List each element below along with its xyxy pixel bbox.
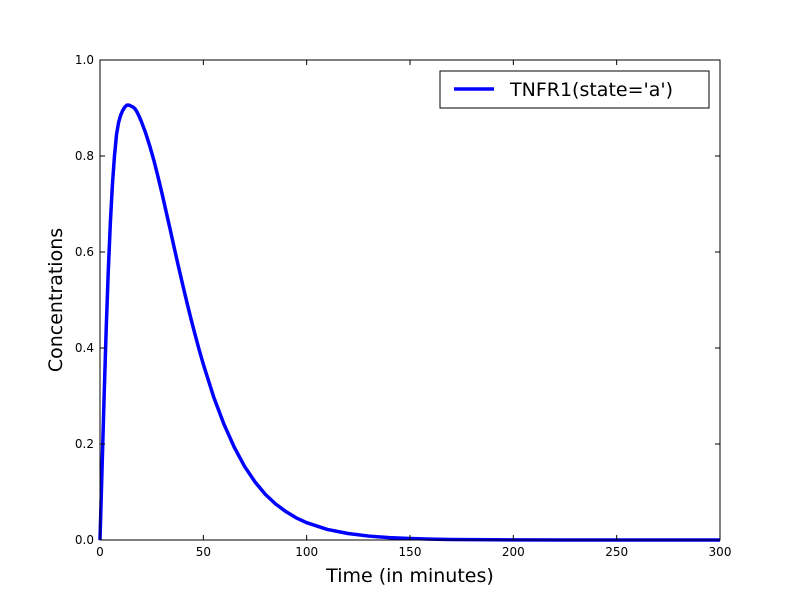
y-tick-label: 0.0 <box>75 533 94 547</box>
x-tick-label: 250 <box>605 545 628 559</box>
y-tick-label: 1.0 <box>75 53 94 67</box>
y-axis-label: Concentrations <box>45 228 67 372</box>
y-tick-label: 0.6 <box>75 245 94 259</box>
y-tick-label: 0.2 <box>75 437 94 451</box>
x-tick-label: 100 <box>295 545 318 559</box>
y-tick-label: 0.8 <box>75 149 94 163</box>
y-tick-label: 0.4 <box>75 341 94 355</box>
x-tick-label: 150 <box>399 545 422 559</box>
legend-entry-label: TNFR1(state='a') <box>509 79 673 101</box>
x-tick-label: 50 <box>196 545 211 559</box>
legend: TNFR1(state='a') <box>439 70 710 109</box>
x-axis-label: Time (in minutes) <box>325 565 494 587</box>
x-tick-label: 300 <box>709 545 732 559</box>
series-line-0 <box>98 103 720 542</box>
x-tick-label: 0 <box>96 545 104 559</box>
ticks: 0 50 100 150 200 250 300 0.0 0.2 0.4 0.6 0.8 1.0 <box>75 53 732 559</box>
x-tick-label: 200 <box>502 545 525 559</box>
